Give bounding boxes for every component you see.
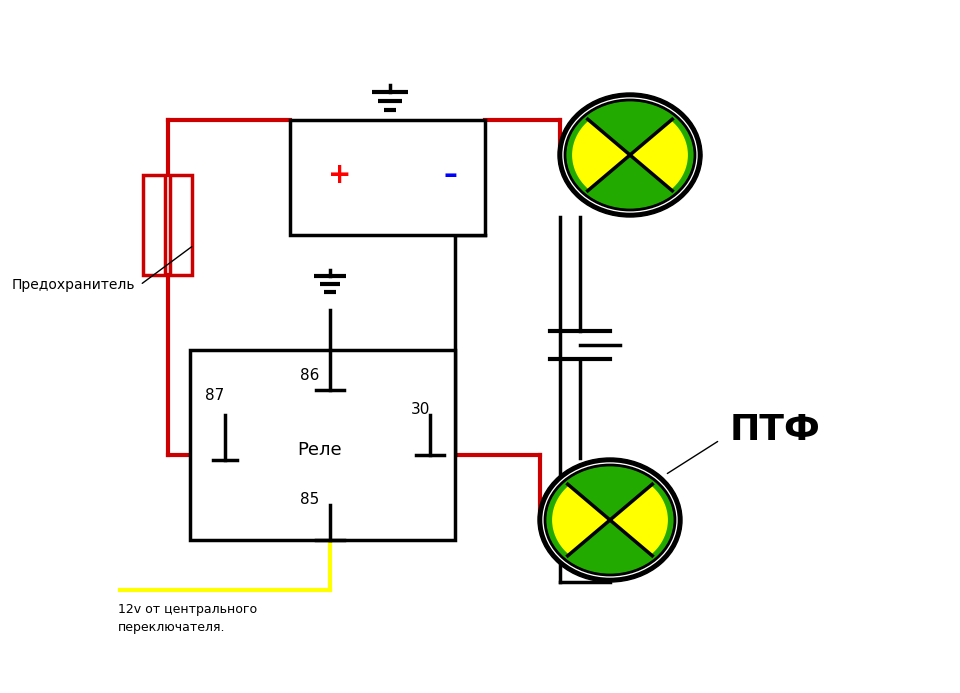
Bar xyxy=(143,175,165,275)
Text: –: – xyxy=(444,161,457,189)
Ellipse shape xyxy=(558,93,702,217)
Polygon shape xyxy=(610,486,667,554)
Text: +: + xyxy=(328,161,351,189)
Text: 87: 87 xyxy=(205,387,225,403)
Ellipse shape xyxy=(545,465,675,575)
Ellipse shape xyxy=(538,458,682,582)
Bar xyxy=(290,120,485,235)
Text: Реле: Реле xyxy=(298,441,343,459)
Polygon shape xyxy=(553,486,610,554)
Ellipse shape xyxy=(563,98,697,212)
Ellipse shape xyxy=(565,100,695,210)
Text: 85: 85 xyxy=(300,493,320,507)
Text: переключателя.: переключателя. xyxy=(118,622,226,635)
Text: Предохранитель: Предохранитель xyxy=(12,278,135,292)
Polygon shape xyxy=(573,121,630,189)
Ellipse shape xyxy=(543,463,677,577)
Bar xyxy=(170,175,192,275)
Text: 86: 86 xyxy=(300,367,320,383)
Text: 30: 30 xyxy=(410,403,430,417)
Text: ПТФ: ПТФ xyxy=(730,413,821,447)
Text: 12v от центрального: 12v от центрального xyxy=(118,604,257,617)
Bar xyxy=(190,350,455,540)
Polygon shape xyxy=(630,121,687,189)
